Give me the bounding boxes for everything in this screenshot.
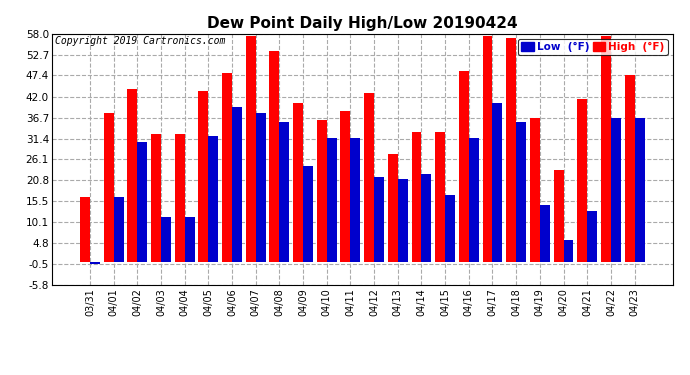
Bar — [175, 134, 185, 262]
Bar — [445, 195, 455, 262]
Bar — [635, 118, 644, 262]
Bar — [587, 211, 597, 262]
Bar — [232, 106, 242, 262]
Bar — [611, 118, 621, 262]
Bar — [256, 112, 266, 262]
Bar — [269, 51, 279, 262]
Bar — [327, 138, 337, 262]
Bar — [493, 103, 502, 262]
Bar — [80, 197, 90, 262]
Bar — [459, 71, 469, 262]
Bar — [435, 132, 445, 262]
Bar — [469, 138, 479, 262]
Bar — [279, 122, 289, 262]
Bar — [540, 205, 550, 262]
Bar — [422, 174, 431, 262]
Bar — [624, 75, 635, 262]
Bar — [601, 36, 611, 262]
Bar — [516, 122, 526, 262]
Bar — [506, 38, 516, 262]
Bar — [530, 118, 540, 262]
Bar — [246, 36, 256, 262]
Bar — [553, 170, 564, 262]
Bar — [317, 120, 327, 262]
Bar — [151, 134, 161, 262]
Bar — [161, 217, 171, 262]
Bar — [351, 138, 360, 262]
Bar — [208, 136, 218, 262]
Bar — [374, 177, 384, 262]
Bar — [364, 93, 374, 262]
Bar — [388, 154, 397, 262]
Bar — [411, 132, 422, 262]
Bar — [137, 142, 147, 262]
Bar — [199, 91, 208, 262]
Bar — [185, 217, 195, 262]
Bar — [578, 99, 587, 262]
Bar — [303, 166, 313, 262]
Bar — [114, 197, 124, 262]
Bar — [128, 89, 137, 262]
Bar — [104, 112, 114, 262]
Bar — [90, 262, 100, 264]
Bar — [564, 240, 573, 262]
Bar — [482, 36, 493, 262]
Bar — [293, 103, 303, 262]
Text: Copyright 2019 Cartronics.com: Copyright 2019 Cartronics.com — [55, 36, 225, 46]
Bar — [340, 111, 351, 262]
Title: Dew Point Daily High/Low 20190424: Dew Point Daily High/Low 20190424 — [207, 16, 518, 31]
Legend: Low  (°F), High  (°F): Low (°F), High (°F) — [518, 39, 667, 55]
Bar — [222, 73, 232, 262]
Bar — [397, 180, 408, 262]
